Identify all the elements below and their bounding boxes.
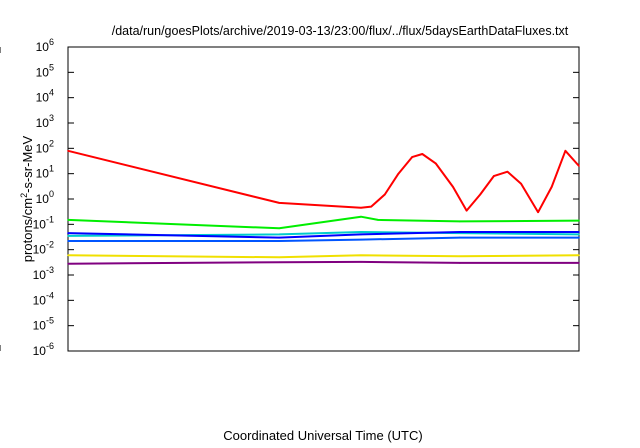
data-point — [459, 255, 461, 257]
y-tick-label: 102 — [36, 138, 54, 155]
plot-frame — [67, 46, 580, 352]
data-point — [278, 202, 281, 204]
series-line — [67, 260, 579, 265]
y-tick-label: 106 — [36, 37, 54, 54]
y-tick-label: 104 — [36, 88, 54, 105]
data-point — [384, 193, 386, 196]
y-tick-label: 10-3 — [33, 265, 54, 282]
y-tick-label: 10-1 — [33, 214, 54, 231]
data-point — [397, 172, 400, 175]
data-point — [67, 150, 69, 152]
data-point — [465, 209, 468, 212]
data-point — [459, 231, 461, 233]
data-point — [578, 165, 580, 167]
series-line — [67, 215, 580, 230]
data-point — [360, 207, 362, 209]
data-point — [67, 219, 69, 221]
data-point — [67, 254, 69, 257]
data-point — [411, 156, 413, 158]
data-point — [459, 262, 461, 264]
y-tick-label: 10-2 — [33, 240, 54, 257]
data-point — [377, 219, 379, 221]
data-point — [520, 182, 522, 185]
chart-title: /data/run/goesPlots/archive/2019-03-13/2… — [112, 24, 569, 38]
data-point — [578, 236, 580, 239]
data-point — [360, 254, 362, 257]
y-tick-label: 10-4 — [33, 290, 54, 307]
data-point — [278, 240, 281, 242]
y-tick-label: 100 — [36, 189, 54, 206]
series-group — [67, 149, 580, 265]
data-point — [578, 219, 580, 222]
y-axis-title-base: protons/cm — [20, 198, 35, 262]
y-tick-label: 105 — [36, 62, 54, 79]
series-line — [67, 149, 580, 214]
data-point — [459, 220, 461, 223]
data-point — [278, 227, 281, 230]
y-tick-label: 10-5 — [33, 316, 54, 333]
y-tick-label: 101 — [36, 164, 54, 181]
data-point — [564, 150, 567, 152]
data-point — [370, 205, 373, 208]
data-point — [360, 231, 362, 233]
data-point — [360, 261, 362, 263]
data-point — [435, 162, 437, 165]
y-tick-label: 103 — [36, 113, 54, 130]
data-point — [278, 233, 281, 236]
data-point — [459, 236, 461, 239]
data-point — [506, 170, 509, 173]
y-axis: 10-6 10-5 10-4 10-3 10-2 10-1 100 101 102 103 104 1… — [33, 37, 579, 358]
y-axis-title-rest: -s-sr-MeV — [20, 135, 35, 192]
x-axis-title: Coordinated Universal Time (UTC) — [223, 428, 422, 443]
data-point — [360, 233, 362, 236]
data-point — [278, 261, 281, 264]
series-line — [68, 236, 579, 242]
data-point — [537, 211, 539, 213]
data-point — [578, 231, 580, 233]
data-point — [479, 193, 482, 196]
data-point — [67, 232, 69, 234]
data-point — [421, 153, 424, 155]
data-point — [278, 256, 281, 259]
data-point — [360, 215, 362, 218]
data-point — [550, 186, 553, 188]
data-point — [493, 175, 495, 177]
data-point — [578, 254, 580, 257]
data-point — [278, 236, 281, 239]
data-point — [67, 240, 69, 242]
data-point — [67, 262, 69, 265]
y-axis-title: protons/cm2-s-sr-MeV — [19, 135, 35, 262]
y-axis-title-sup: 2 — [19, 193, 29, 198]
data-point — [578, 262, 580, 264]
data-point — [67, 235, 69, 237]
data-point — [452, 186, 454, 188]
y-tick-label: 10-6 — [33, 341, 54, 358]
data-point — [360, 238, 362, 241]
series-line — [67, 254, 580, 259]
data-point — [578, 233, 580, 236]
